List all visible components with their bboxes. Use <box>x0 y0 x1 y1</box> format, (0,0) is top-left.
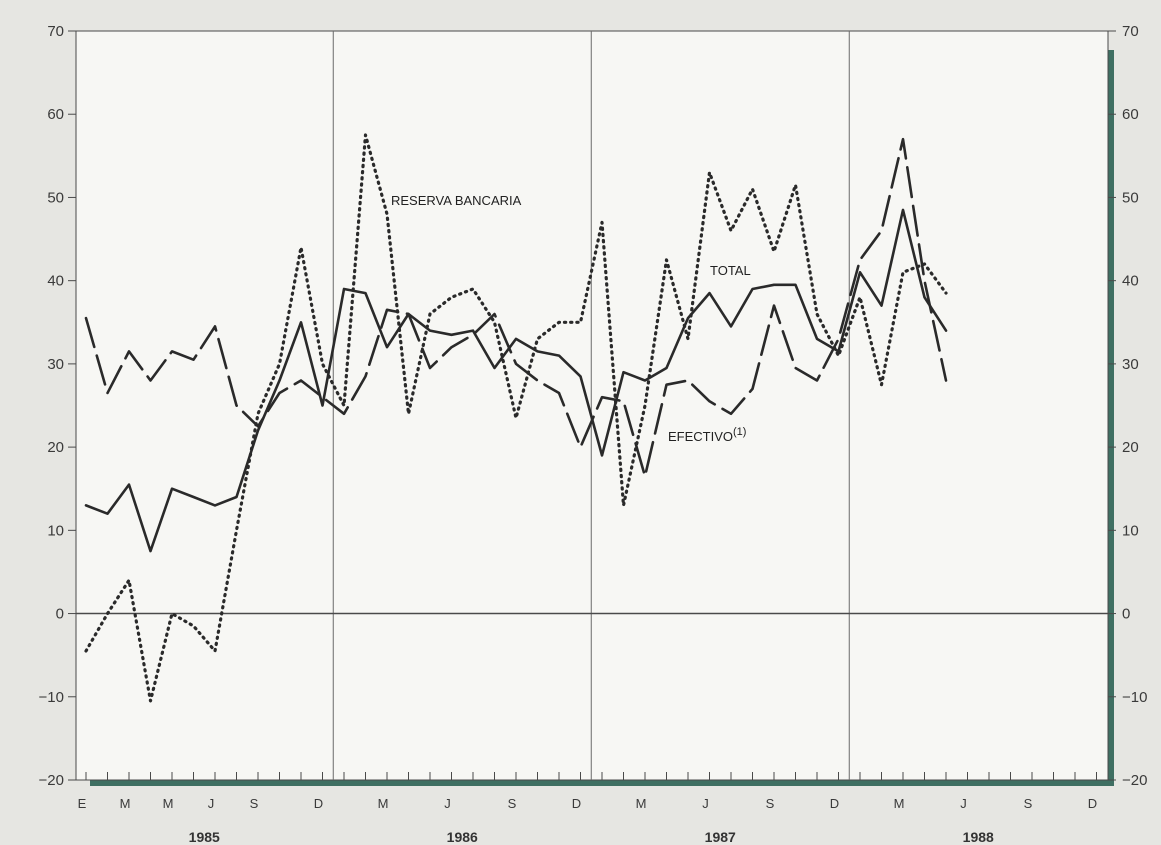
annotation-reserva-bancaria: RESERVA BANCARIA <box>391 193 522 208</box>
y-tick-label-left: 10 <box>47 522 64 539</box>
y-tick-label-right: 60 <box>1122 106 1139 123</box>
x-month-label: S <box>766 796 775 811</box>
annotation-efectivo-superscript: (1) <box>733 426 746 438</box>
y-tick-label-left: 30 <box>47 356 64 373</box>
plot-area <box>75 30 1109 781</box>
x-month-label: S <box>250 796 259 811</box>
annotation-efectivo-label: EFECTIVO <box>668 429 733 444</box>
series-line-efectivo <box>84 137 948 478</box>
x-month-label: E <box>78 796 87 811</box>
chart-shadow <box>90 50 1114 786</box>
annotation-total: TOTAL <box>710 263 751 278</box>
x-month-label: M <box>894 796 905 811</box>
axes: −20 −20 −10 −10 0 0 10 10 20 20 30 30 40 40 50 50 60 60 70… <box>39 23 1148 845</box>
x-month-label: D <box>314 796 323 811</box>
x-month-label: J <box>208 796 215 811</box>
x-month-label: M <box>378 796 389 811</box>
y-tick-label-left: 60 <box>47 106 64 123</box>
x-year-label: 1987 <box>705 829 736 845</box>
x-month-label: J <box>444 796 451 811</box>
y-tick-label-right: −20 <box>1122 772 1147 789</box>
y-tick-label-right: 20 <box>1122 439 1139 456</box>
x-month-label: M <box>120 796 131 811</box>
y-tick-label-left: −20 <box>39 772 64 789</box>
y-tick-label-left: 40 <box>47 273 64 290</box>
y-tick-label-right: 70 <box>1122 23 1139 40</box>
x-month-label: D <box>830 796 839 811</box>
x-month-label: M <box>163 796 174 811</box>
y-tick-label-left: −10 <box>39 689 64 706</box>
annotation-efectivo: EFECTIVO(1) <box>668 426 746 444</box>
x-month-label: D <box>572 796 581 811</box>
x-month-label: S <box>508 796 517 811</box>
series-line-reserva-bancaria <box>84 133 948 703</box>
y-tick-label-left: 50 <box>47 189 64 206</box>
x-month-label: D <box>1088 796 1097 811</box>
x-year-label: 1986 <box>447 829 478 845</box>
y-tick-label-right: 10 <box>1122 522 1139 539</box>
y-tick-label-right: −10 <box>1122 689 1147 706</box>
y-tick-label-right: 30 <box>1122 356 1139 373</box>
y-tick-label-right: 0 <box>1122 606 1130 623</box>
series-lines <box>84 133 948 703</box>
x-month-label: S <box>1024 796 1033 811</box>
y-tick-label-left: 0 <box>56 606 64 623</box>
y-tick-label-right: 40 <box>1122 273 1139 290</box>
y-tick-label-left: 20 <box>47 439 64 456</box>
series-line-total <box>84 208 948 553</box>
x-year-label: 1985 <box>189 829 220 845</box>
x-month-label: J <box>960 796 967 811</box>
x-month-label: J <box>702 796 709 811</box>
y-tick-label-left: 70 <box>47 23 64 40</box>
x-month-label: M <box>636 796 647 811</box>
x-year-label: 1988 <box>963 829 994 845</box>
y-tick-label-right: 50 <box>1122 189 1139 206</box>
